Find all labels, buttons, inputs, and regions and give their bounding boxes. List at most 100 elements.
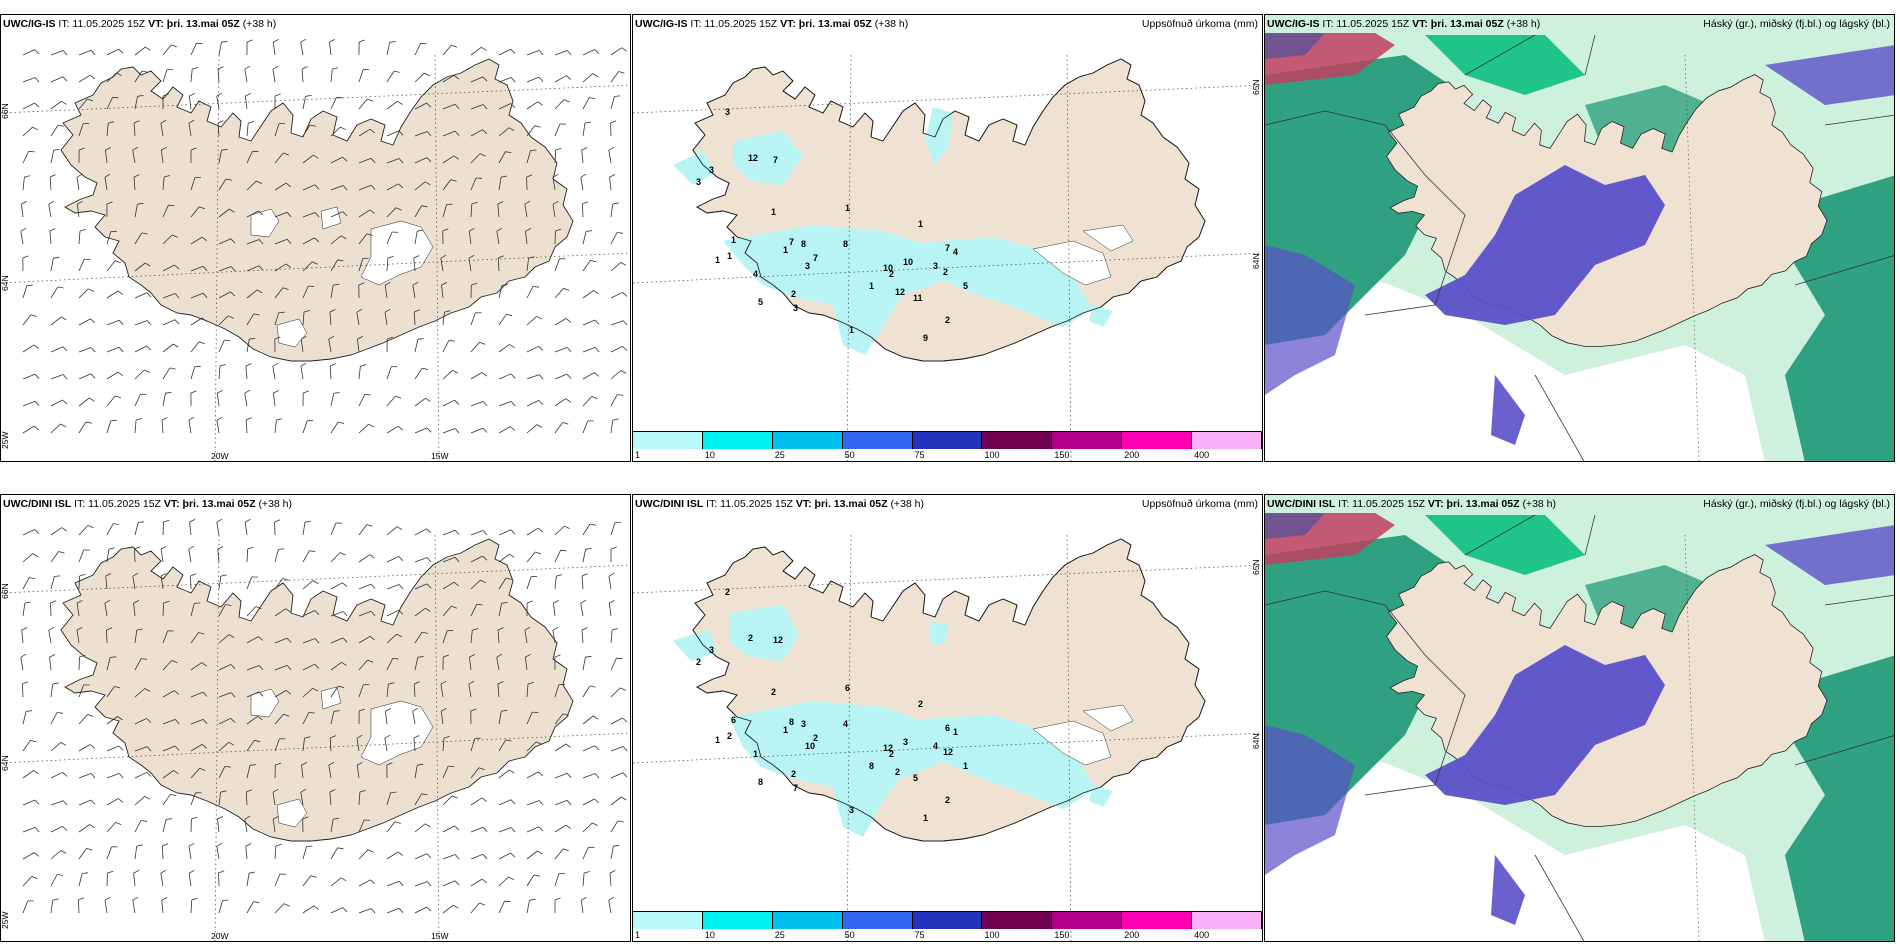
wind-barb-flag (425, 607, 431, 612)
wind-barb-flag (106, 201, 113, 205)
cloud-panel-title: UWC/IG-IS IT: 11.05.2025 15Z VT: þri. 13… (1267, 18, 1541, 30)
wind-barb-flag (62, 399, 68, 405)
wind-barb-flag (136, 844, 143, 847)
wind-barb-flag (366, 524, 373, 527)
wind-barb-flag (622, 772, 628, 778)
wind-barb-flag (612, 418, 619, 421)
precip-value-label: 2 (771, 687, 776, 697)
wind-barb-flag (556, 574, 563, 577)
wind-barb (302, 688, 313, 698)
wind-barb (582, 49, 595, 56)
wind-barb-flag (508, 127, 515, 132)
wind-barb-flag (452, 795, 458, 799)
wind-barb-flag (189, 92, 195, 97)
wind-barb-flag (188, 545, 195, 550)
wind-barb (274, 903, 285, 914)
wind-barb (329, 365, 332, 380)
wind-barb-flag (196, 42, 203, 45)
wind-barb (329, 737, 332, 752)
wind-barb (190, 768, 200, 779)
wind-barb (78, 397, 90, 407)
wind-barb-flag (510, 103, 516, 109)
wind-barb-flag (202, 691, 208, 697)
glacier (1082, 224, 1134, 252)
wind-barb-flag (479, 341, 486, 345)
wind-barb (414, 205, 422, 218)
wind-barb-flag (454, 825, 460, 831)
precip-area (723, 225, 953, 355)
wind-barb (78, 525, 89, 536)
lon-label-20w: 20W (211, 931, 228, 941)
wind-barb-flag (442, 228, 449, 232)
wind-barb-flag (62, 76, 68, 82)
legend-colorbar (633, 431, 1262, 449)
wind-barb (582, 822, 593, 833)
wind-barb-flag (468, 254, 475, 259)
wind-barb-flag (285, 608, 291, 613)
wind-barb (526, 874, 535, 887)
wind-barb-flag (118, 745, 124, 751)
precip-area (925, 107, 953, 165)
legend-tick-label: 1 (635, 450, 641, 460)
wind-barb-flag (188, 869, 195, 874)
wind-barb (358, 908, 372, 914)
wind-barb (414, 607, 426, 617)
precip-value-label: 5 (963, 281, 968, 291)
wind-barb (162, 719, 176, 725)
wind-barb (498, 739, 507, 752)
wind-barb-flag (144, 262, 151, 267)
wind-barb (246, 901, 254, 914)
wind-barb-flag (141, 70, 148, 73)
precip-value-label: 3 (696, 177, 701, 187)
wind-barb-flag (505, 739, 512, 742)
lon-label-15w: 15W (431, 451, 448, 461)
wind-barb-flag (137, 202, 144, 205)
wind-barb (330, 285, 334, 299)
wind-barb-flag (581, 896, 587, 901)
wind-barb-flag (86, 848, 93, 851)
wind-barb-flag (62, 50, 68, 56)
wind-barb-flag (57, 874, 64, 876)
wind-barb-flag (49, 228, 56, 232)
wind-barb (272, 792, 276, 806)
wind-barb (50, 527, 62, 536)
iceland-land (60, 58, 574, 362)
cloud-high (1265, 245, 1355, 395)
wind-barb-flag (398, 584, 404, 590)
wind-barb-flag (88, 288, 94, 292)
wind-barb (274, 845, 277, 860)
wind-barb (498, 344, 510, 353)
wind-barb (386, 425, 399, 434)
wind-barb-flag (359, 708, 366, 712)
wind-barb-flag (104, 896, 111, 901)
wind-barb (76, 204, 80, 218)
iceland-land (60, 538, 574, 842)
wind-barb-flag (552, 173, 559, 178)
wind-barb-flag (30, 739, 37, 743)
wind-barb-flag (414, 309, 420, 313)
glacier (320, 686, 342, 710)
wind-barb (78, 230, 81, 245)
wind-barb (245, 365, 248, 380)
wind-barb (134, 419, 137, 434)
wind-barb (106, 822, 116, 833)
wind-barb (50, 576, 55, 590)
wind-barb-flag (333, 817, 340, 820)
precip-area (729, 701, 953, 837)
wind-barb-flag (62, 346, 68, 352)
wind-barb-flag (333, 283, 340, 286)
wind-barb (610, 658, 617, 671)
wind-barb-flag (62, 800, 68, 806)
wind-barb (133, 873, 136, 887)
wind-barb-flag (274, 519, 281, 523)
wind-barb-flag (585, 655, 592, 658)
wind-barb-flag (622, 346, 628, 351)
wind-barb-flag (202, 292, 208, 298)
wind-barb (610, 262, 622, 272)
wind-barb (190, 69, 193, 83)
wind-barb-flag (105, 573, 112, 577)
wind-barb (330, 552, 341, 563)
wind-barb-flag (566, 772, 572, 778)
wind-barb-flag (160, 869, 167, 874)
wind-barb (106, 716, 118, 725)
